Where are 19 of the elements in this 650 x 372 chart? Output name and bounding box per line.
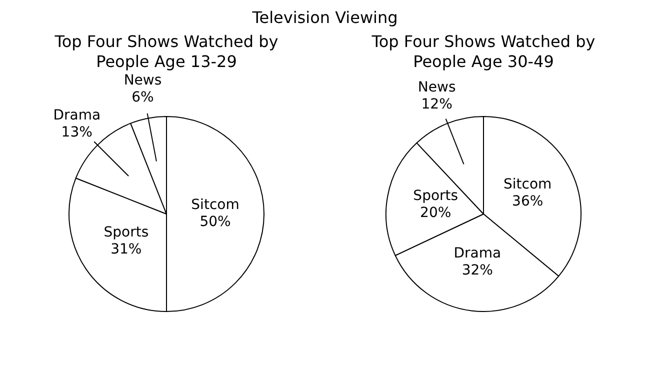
data-label: 36% xyxy=(512,193,544,210)
slice-label: Sitcom xyxy=(191,197,240,214)
data-label: 20% xyxy=(420,205,452,222)
slice-label: Drama xyxy=(53,108,101,124)
chart-title: Top Four Shows Watched by People Age 30-49 xyxy=(370,32,596,73)
slice-label: Sports xyxy=(104,224,149,241)
slice-label: Drama xyxy=(454,246,502,262)
slice-label: News xyxy=(418,79,456,96)
slice-label: News xyxy=(124,72,162,89)
data-label: 6% xyxy=(132,90,154,106)
data-label: 32% xyxy=(462,262,493,279)
data-label: 13% xyxy=(61,124,92,141)
data-label: 50% xyxy=(200,214,231,230)
chart-title: Top Four Shows Watched by People Age 13-29 xyxy=(54,32,280,73)
slice-label: Sitcom xyxy=(504,176,552,192)
data-label: 31% xyxy=(110,242,142,258)
slice-label: Sports xyxy=(413,188,458,204)
text: Television Viewing xyxy=(251,8,399,29)
data-label: 12% xyxy=(421,96,452,112)
